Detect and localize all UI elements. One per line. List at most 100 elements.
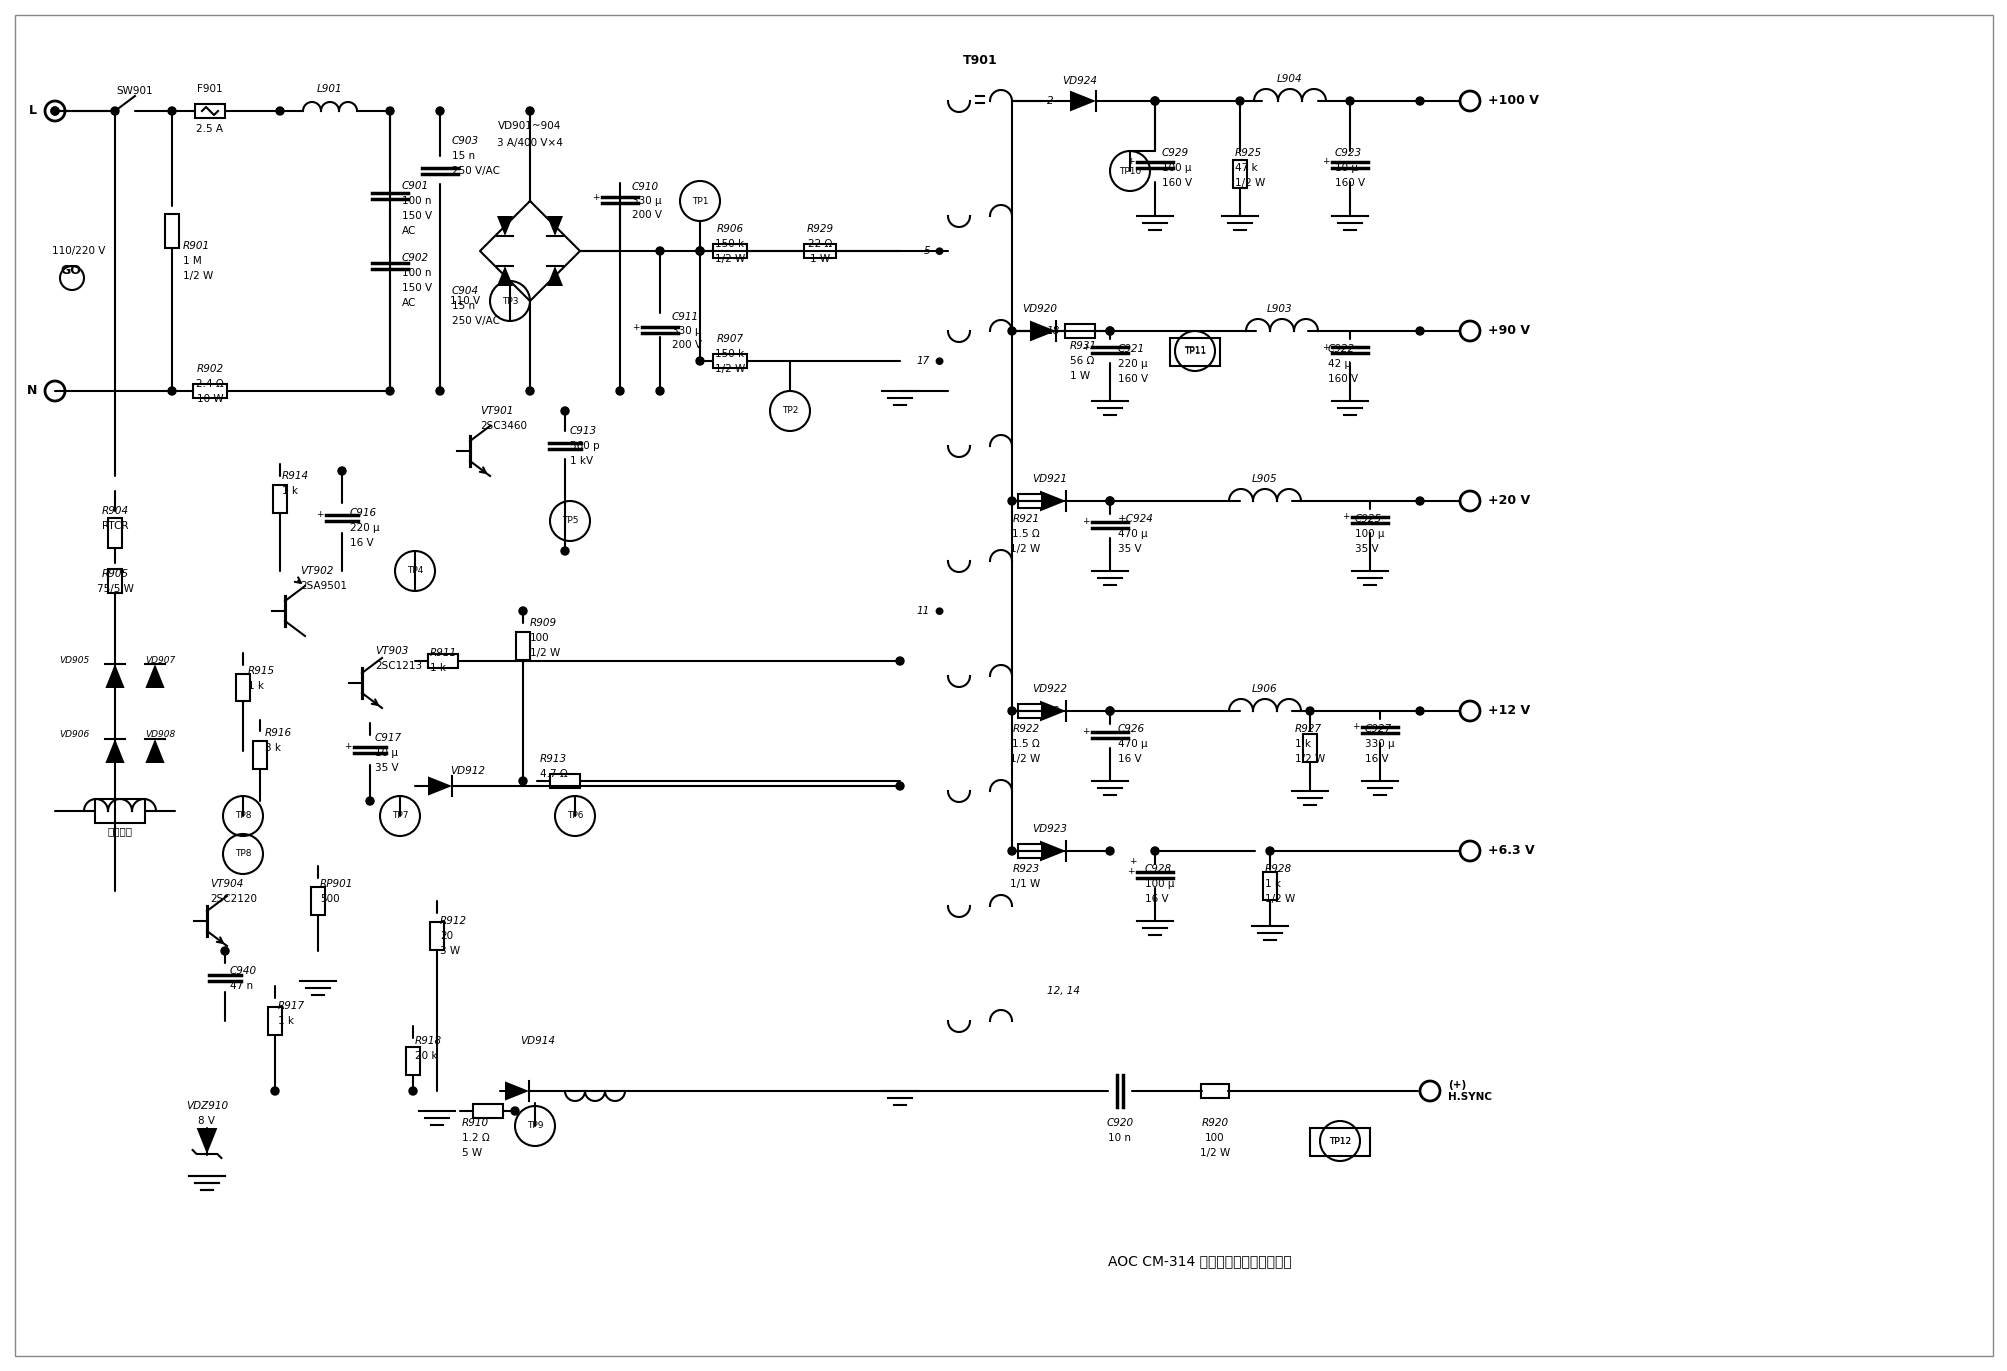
- Circle shape: [275, 107, 283, 115]
- Text: +6.3 V: +6.3 V: [1487, 845, 1533, 857]
- Text: 15 n: 15 n: [452, 151, 476, 160]
- Text: 150 k: 150 k: [714, 350, 745, 359]
- Text: +: +: [1082, 517, 1090, 526]
- Text: R913: R913: [540, 754, 566, 764]
- Circle shape: [436, 107, 444, 115]
- Circle shape: [1008, 847, 1016, 856]
- Text: TP8: TP8: [235, 850, 251, 858]
- Text: VD905: VD905: [60, 657, 90, 665]
- Text: 100 n: 100 n: [401, 196, 432, 206]
- Text: 8: 8: [1046, 846, 1054, 856]
- Circle shape: [1150, 97, 1158, 106]
- Text: TP10: TP10: [1118, 166, 1140, 175]
- Bar: [1018, 845, 1042, 858]
- Circle shape: [526, 107, 534, 115]
- Text: 1/2 W: 1/2 W: [183, 271, 213, 281]
- Text: 100 μ: 100 μ: [1144, 879, 1174, 888]
- Text: 150 V: 150 V: [401, 282, 432, 293]
- Text: 200 V: 200 V: [632, 210, 662, 219]
- Text: C921: C921: [1118, 344, 1144, 354]
- Text: R931: R931: [1070, 341, 1096, 351]
- Text: 160 V: 160 V: [1162, 178, 1192, 188]
- Text: 1 k: 1 k: [249, 681, 263, 691]
- Text: +: +: [1341, 513, 1349, 521]
- Text: 100 n: 100 n: [401, 267, 432, 278]
- Polygon shape: [498, 266, 512, 287]
- Text: L904: L904: [1276, 74, 1303, 84]
- Circle shape: [1106, 707, 1114, 716]
- Text: VD906: VD906: [60, 731, 90, 739]
- Bar: [273, 485, 287, 513]
- Text: 1/1 W: 1/1 W: [1010, 879, 1040, 888]
- Text: C928: C928: [1144, 864, 1172, 873]
- Text: R920: R920: [1200, 1117, 1228, 1128]
- Text: VD912: VD912: [450, 766, 486, 776]
- Circle shape: [110, 107, 118, 115]
- Circle shape: [696, 247, 704, 255]
- Text: C923: C923: [1335, 148, 1361, 158]
- Text: VD907: VD907: [145, 657, 175, 665]
- Text: R906: R906: [716, 223, 743, 234]
- Text: R901: R901: [183, 241, 211, 251]
- Text: 16 V: 16 V: [349, 537, 373, 548]
- Bar: [427, 654, 458, 668]
- Text: 35 V: 35 V: [1118, 544, 1142, 554]
- Bar: [94, 799, 145, 823]
- Text: 1 k: 1 k: [1295, 739, 1311, 749]
- Polygon shape: [498, 217, 512, 236]
- Bar: [712, 354, 747, 367]
- Text: 100: 100: [530, 633, 550, 643]
- Polygon shape: [1030, 321, 1056, 341]
- Text: +C924: +C924: [1118, 514, 1154, 524]
- Polygon shape: [546, 266, 562, 287]
- Text: 150 k: 150 k: [714, 239, 745, 250]
- Bar: [1018, 494, 1042, 509]
- Circle shape: [1415, 328, 1423, 335]
- Text: R911: R911: [429, 648, 458, 658]
- Text: 1.2 Ω: 1.2 Ω: [462, 1132, 490, 1143]
- Text: 560 p: 560 p: [570, 441, 600, 451]
- Circle shape: [1415, 707, 1423, 716]
- Polygon shape: [1040, 701, 1066, 721]
- Text: 1.5 Ω: 1.5 Ω: [1012, 739, 1040, 749]
- Text: TP5: TP5: [562, 517, 578, 525]
- Text: 4: 4: [1046, 496, 1054, 506]
- Circle shape: [337, 468, 345, 474]
- Circle shape: [656, 247, 664, 255]
- Bar: [195, 104, 225, 118]
- Text: VT901: VT901: [480, 406, 514, 415]
- Text: 150 V: 150 V: [401, 211, 432, 221]
- Text: TP6: TP6: [566, 812, 582, 820]
- Text: C910: C910: [632, 182, 658, 192]
- Text: +: +: [592, 192, 600, 202]
- Circle shape: [1345, 97, 1353, 106]
- Text: 4.7 Ω: 4.7 Ω: [540, 769, 568, 779]
- Circle shape: [1415, 97, 1423, 106]
- Text: RP901: RP901: [319, 879, 353, 888]
- Text: L901: L901: [317, 84, 343, 95]
- Text: 1/2 W: 1/2 W: [530, 648, 560, 658]
- Text: R909: R909: [530, 618, 556, 628]
- Bar: [712, 244, 747, 258]
- Text: L905: L905: [1252, 474, 1276, 484]
- Text: RTCR: RTCR: [102, 521, 128, 531]
- Circle shape: [1008, 328, 1016, 335]
- Text: R929: R929: [807, 223, 833, 234]
- Text: 200 V: 200 V: [672, 340, 702, 350]
- Text: R912: R912: [440, 916, 468, 925]
- Text: 18: 18: [1046, 326, 1060, 336]
- Bar: [1200, 1084, 1228, 1098]
- Text: 2SC3460: 2SC3460: [480, 421, 526, 430]
- Bar: [253, 740, 267, 769]
- Text: TP12: TP12: [1329, 1137, 1351, 1146]
- Bar: [193, 384, 227, 398]
- Text: 8 V: 8 V: [199, 1116, 215, 1126]
- Text: 17: 17: [917, 356, 929, 366]
- Text: C903: C903: [452, 136, 480, 145]
- Circle shape: [385, 387, 393, 395]
- Text: 10: 10: [1046, 706, 1060, 716]
- Bar: [803, 244, 835, 258]
- Text: VD922: VD922: [1032, 684, 1068, 694]
- Circle shape: [1106, 498, 1114, 505]
- Text: R907: R907: [716, 335, 743, 344]
